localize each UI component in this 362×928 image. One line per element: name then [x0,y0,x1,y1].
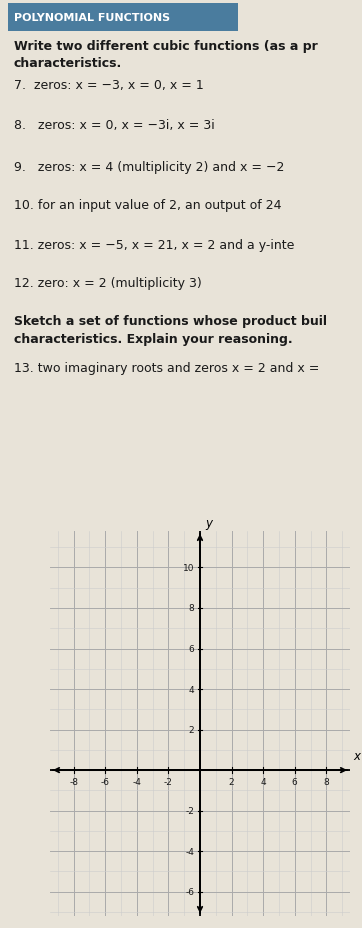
Text: 6: 6 [292,778,298,786]
FancyBboxPatch shape [8,4,238,32]
Text: 9.   zeros: x = 4 (multiplicity 2) and x = −2: 9. zeros: x = 4 (multiplicity 2) and x =… [14,161,285,174]
Text: -4: -4 [186,846,194,856]
Text: 7.  zeros: x = −3, x = 0, x = 1: 7. zeros: x = −3, x = 0, x = 1 [14,79,204,92]
Text: 8: 8 [189,604,194,612]
Text: 10. for an input value of 2, an output of 24: 10. for an input value of 2, an output o… [14,199,282,212]
Text: 10: 10 [183,563,194,573]
Text: -4: -4 [132,778,141,786]
Text: 8.   zeros: x = 0, x = −3i, x = 3i: 8. zeros: x = 0, x = −3i, x = 3i [14,119,215,132]
Text: 4: 4 [260,778,266,786]
Text: y: y [206,516,212,529]
Text: -6: -6 [101,778,110,786]
Text: 13. two imaginary roots and zeros x = 2 and x =: 13. two imaginary roots and zeros x = 2 … [14,362,319,375]
Text: -6: -6 [185,887,194,896]
Text: 2: 2 [229,778,234,786]
Text: characteristics. Explain your reasoning.: characteristics. Explain your reasoning. [14,332,292,345]
Text: characteristics.: characteristics. [14,57,122,70]
Text: -2: -2 [164,778,173,786]
Text: x: x [353,749,360,762]
Text: Write two different cubic functions (as a pr: Write two different cubic functions (as … [14,40,318,53]
Text: 6: 6 [189,644,194,653]
Text: -8: -8 [69,778,78,786]
Text: Sketch a set of functions whose product buil: Sketch a set of functions whose product … [14,315,327,328]
Text: 8: 8 [323,778,329,786]
Text: -2: -2 [186,806,194,816]
Text: 12. zero: x = 2 (multiplicity 3): 12. zero: x = 2 (multiplicity 3) [14,277,202,290]
Text: 2: 2 [189,726,194,734]
Text: 4: 4 [189,685,194,694]
Text: POLYNOMIAL FUNCTIONS: POLYNOMIAL FUNCTIONS [14,13,170,23]
Text: 11. zeros: x = −5, x = 21, x = 2 and a y-inte: 11. zeros: x = −5, x = 21, x = 2 and a y… [14,238,294,251]
